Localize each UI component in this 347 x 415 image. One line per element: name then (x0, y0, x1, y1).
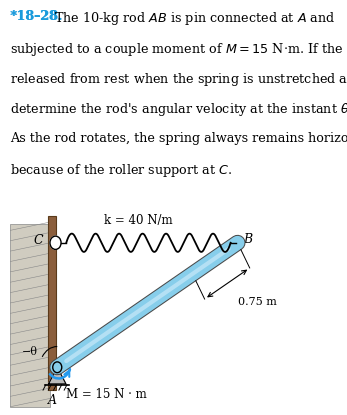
Polygon shape (49, 367, 66, 384)
Text: *18–28.: *18–28. (10, 10, 62, 23)
Text: released from rest when the spring is unstretched at $\theta = 30°$,: released from rest when the spring is un… (10, 71, 347, 88)
Text: A: A (48, 394, 57, 407)
Text: 0.75 m: 0.75 m (238, 297, 277, 307)
Text: subjected to a couple moment of $M = 15$ N$\cdot$m. If the rod is: subjected to a couple moment of $M = 15$… (10, 41, 347, 58)
Text: k = 40 N/m: k = 40 N/m (104, 214, 172, 227)
Circle shape (50, 236, 61, 249)
Text: M = 15 N · m: M = 15 N · m (66, 388, 147, 401)
Text: As the rod rotates, the spring always remains horizontal,: As the rod rotates, the spring always re… (10, 132, 347, 144)
Text: B: B (243, 233, 252, 246)
Text: because of the roller support at $C$.: because of the roller support at $C$. (10, 162, 233, 179)
Text: The 10-kg rod $AB$ is pin connected at $A$ and: The 10-kg rod $AB$ is pin connected at $… (54, 10, 335, 27)
Text: −θ: −θ (22, 347, 38, 356)
Text: C: C (34, 234, 43, 247)
Bar (48, 216, 56, 390)
Circle shape (53, 362, 62, 373)
Text: determine the rod's angular velocity at the instant $\theta = 60°$.: determine the rod's angular velocity at … (10, 101, 347, 118)
Text: *18–28.: *18–28. (10, 10, 72, 23)
Bar (10, 224, 50, 407)
